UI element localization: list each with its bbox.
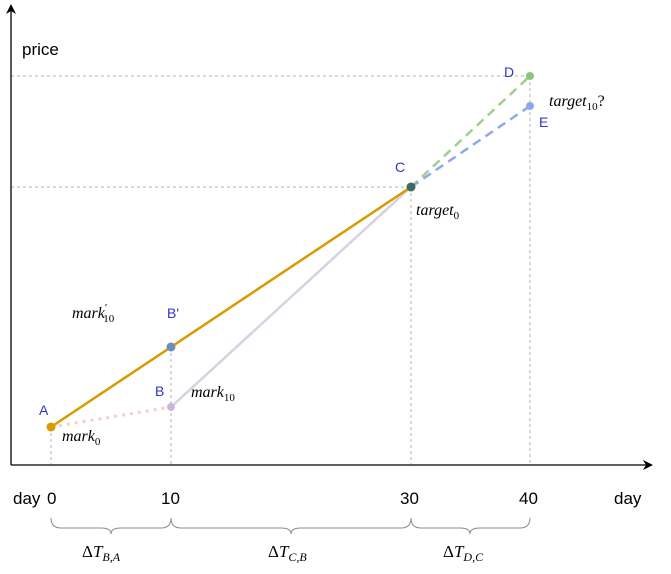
annotation-mark0: mark0 (62, 428, 101, 448)
annotation-target10: target10? (549, 93, 605, 113)
point-a (46, 422, 56, 432)
point-b (167, 403, 175, 411)
annotation-target0: target0 (416, 202, 460, 222)
point-d (526, 72, 534, 80)
point-c (406, 182, 416, 192)
x-tick-label-30: 30 (400, 489, 419, 508)
dashed-line-c-to-d (410, 75, 531, 188)
interval-label-d-c: ΔTD,C (443, 542, 484, 564)
brace-c-b (170, 517, 412, 535)
point-label-d: D (504, 64, 514, 80)
point-label-b: B (155, 383, 164, 399)
annotation-mark10: mark10 (191, 384, 235, 404)
point-label-c: C (395, 159, 405, 175)
x-tick-label-10: 10 (161, 489, 180, 508)
x-tick-label-40: 40 (519, 489, 538, 508)
brace-b-a (50, 517, 172, 535)
interval-label-c-b: ΔTC,B (268, 542, 307, 564)
guide-lines (11, 75, 531, 465)
point-label-b-prime: B' (167, 305, 179, 321)
x-tick-label-0: 0 (47, 489, 56, 508)
x-axis-label: day (614, 489, 642, 508)
brace-d-c (410, 517, 531, 535)
point-e (526, 102, 534, 110)
line-a-to-c (50, 185, 412, 429)
interval-braces (50, 517, 531, 535)
line-b-to-c (170, 186, 412, 408)
point-b-prime (166, 342, 176, 352)
dotted-line-a-to-b (50, 405, 172, 429)
annotation-mark10-prime: mark′ 10 (72, 302, 115, 325)
y-axis-label: price (22, 40, 59, 59)
point-label-a: A (39, 402, 49, 418)
dashed-line-c-to-e (410, 104, 531, 189)
point-label-e: E (539, 114, 548, 130)
x-tick-prefix: day (13, 489, 41, 508)
interval-label-b-a: ΔTB,A (82, 542, 121, 564)
